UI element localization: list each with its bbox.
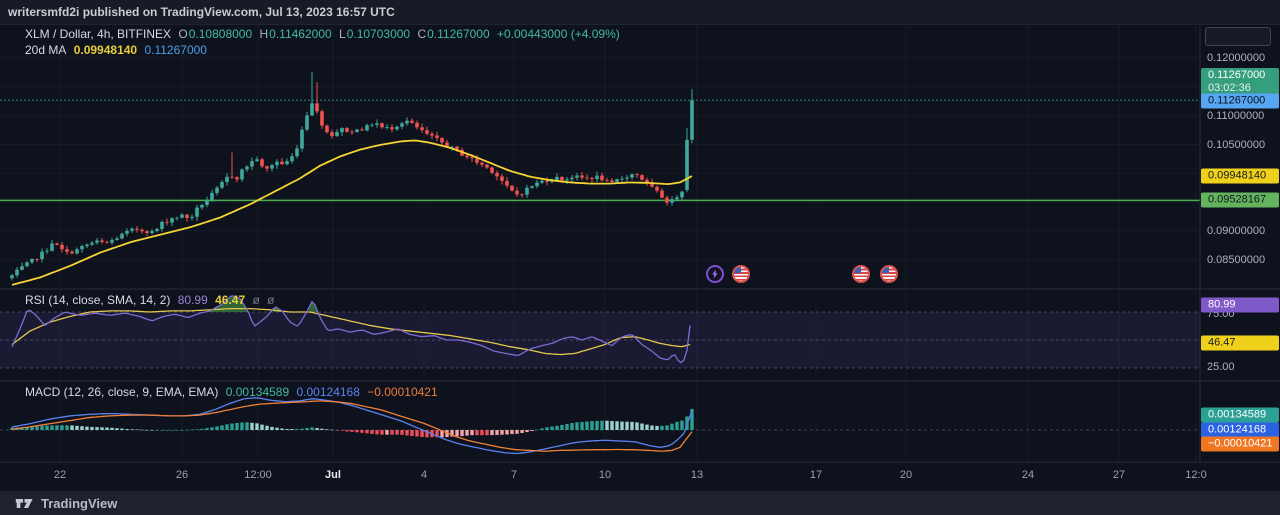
- time-axis-label: 12:00: [244, 469, 272, 481]
- us-flag-event-icon[interactable]: [880, 265, 898, 283]
- rsi-sma-value: 46.47: [215, 293, 246, 307]
- time-axis-label: 7: [510, 469, 518, 481]
- support-price-badge: 0.09528167: [1201, 192, 1279, 208]
- price-scale-label: 0.09000000: [1207, 225, 1266, 237]
- macd-line-value-badge: 0.00124168: [1201, 422, 1279, 438]
- last-price-badge: 0.11267000 03:02:36: [1201, 68, 1279, 96]
- ma20-price-badge: 0.09948140: [1201, 168, 1279, 184]
- open-label: O: [178, 27, 188, 41]
- rsi-line: [11, 295, 691, 364]
- macd-label: MACD (12, 26, close, 9, EMA, EMA): [25, 385, 219, 399]
- flag-canton: [882, 267, 890, 274]
- close-label: C: [417, 27, 427, 41]
- price-scale-label: 0.12000000: [1207, 52, 1266, 64]
- macd-line-value: 0.00124168: [296, 385, 360, 399]
- time-axis-label: 10: [598, 469, 612, 481]
- macd-hist-value: 0.00134589: [225, 385, 290, 399]
- candle-countdown: 03:02:36: [1208, 82, 1251, 94]
- rsi-sma-line: [11, 307, 691, 356]
- symbol-entry-box[interactable]: [1205, 27, 1271, 46]
- ma-value-2: 0.11267000: [144, 43, 207, 57]
- time-axis-label: Jul: [325, 469, 341, 481]
- macd-histogram: [10, 408, 694, 438]
- symbol-title: XLM / Dollar, 4h, BITFINEX: [25, 27, 172, 41]
- macd-legend-row[interactable]: MACD (12, 26, close, 9, EMA, EMA) 0.0013…: [25, 385, 442, 399]
- time-axis-label: 13: [690, 469, 704, 481]
- macd-signal-line: [11, 400, 693, 452]
- rsi-sma-value-badge: 46.47: [1201, 335, 1279, 351]
- high-label: H: [259, 27, 269, 41]
- macd-hist-value-badge: 0.00134589: [1201, 407, 1279, 423]
- ma-label: 20d MA: [25, 43, 67, 57]
- macd-signal-value: −0.00010421: [367, 385, 438, 399]
- macd-signal-value-badge: −0.00010421: [1201, 436, 1279, 452]
- footer-bar: TradingView: [0, 490, 1280, 515]
- change-value: +0.00443000 (+4.09%): [496, 27, 620, 41]
- price-scale-label: 0.08500000: [1207, 254, 1266, 266]
- rsi-value: 80.99: [177, 293, 208, 307]
- open-value: 0.10808000: [188, 27, 253, 41]
- us-flag-event-icon[interactable]: [732, 265, 750, 283]
- time-axis-label: 17: [809, 469, 823, 481]
- flag-canton: [854, 267, 862, 274]
- ma-legend-row[interactable]: 20d MA 0.09948140 0.11267000: [25, 43, 211, 57]
- lightning-event-icon[interactable]: [706, 265, 724, 283]
- low-value: 0.10703000: [346, 27, 411, 41]
- rsi-hidden-value-1: ø: [252, 293, 260, 307]
- tradingview-brand-text[interactable]: TradingView: [41, 495, 118, 511]
- time-axis-label: 12:0: [1185, 469, 1207, 481]
- publish-text: writersmfd2i published on TradingView.co…: [8, 5, 395, 19]
- low-label: L: [339, 27, 346, 41]
- flag-canton: [734, 267, 742, 274]
- rsi-hidden-value-2: ø: [267, 293, 275, 307]
- price-scale-label: 25.00: [1207, 361, 1235, 373]
- rsi-label: RSI (14, close, SMA, 14, 2): [25, 293, 171, 307]
- publish-bar: writersmfd2i published on TradingView.co…: [0, 0, 1280, 25]
- time-axis-label: 24: [1021, 469, 1035, 481]
- us-flag-event-icon[interactable]: [852, 265, 870, 283]
- ma-value: 0.09948140: [73, 43, 138, 57]
- tradingview-logo-icon[interactable]: [14, 495, 34, 512]
- ma20-line: [11, 139, 693, 286]
- close-value: 0.11267000: [427, 27, 490, 41]
- time-axis-label: 4: [420, 469, 428, 481]
- high-value: 0.11462000: [269, 27, 332, 41]
- time-axis-label: 22: [53, 469, 67, 481]
- blue-line-price-badge: 0.11267000: [1201, 93, 1279, 109]
- symbol-legend-row[interactable]: XLM / Dollar, 4h, BITFINEX O0.10808000 H…: [25, 27, 624, 41]
- price-scale-label: 0.11000000: [1207, 110, 1265, 122]
- price-scale-label: 0.10500000: [1207, 139, 1266, 151]
- rsi-value-badge: 80.99: [1201, 297, 1279, 313]
- macd-line: [11, 397, 693, 455]
- candlestick-series[interactable]: [10, 71, 694, 281]
- time-axis-label: 20: [899, 469, 913, 481]
- time-axis-label: 27: [1112, 469, 1126, 481]
- time-axis-label: 26: [175, 469, 189, 481]
- rsi-legend-row[interactable]: RSI (14, close, SMA, 14, 2) 80.99 46.47 …: [25, 293, 279, 307]
